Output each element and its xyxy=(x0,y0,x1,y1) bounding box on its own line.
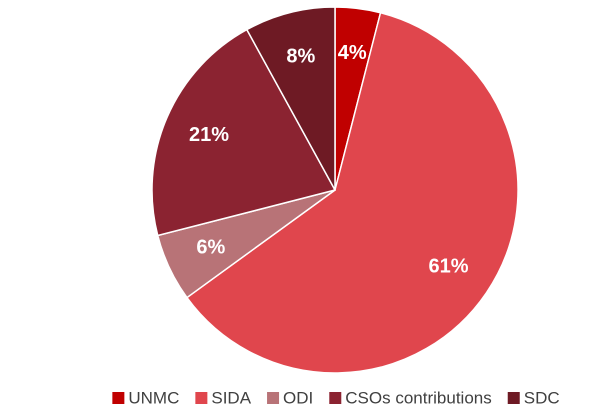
pie-slice xyxy=(185,11,519,374)
legend-swatch xyxy=(112,392,125,404)
legend-label: SIDA xyxy=(211,388,251,407)
legend-swatch xyxy=(267,392,280,404)
legend-label: ODI xyxy=(283,388,313,407)
data-label: 61% xyxy=(429,255,469,277)
data-label: 21% xyxy=(189,124,229,146)
legend-label: UNMC xyxy=(128,388,179,407)
legend-label: CSOs contributions xyxy=(345,388,491,407)
data-label: 8% xyxy=(286,45,315,67)
legend-swatch xyxy=(507,392,520,404)
pie-slice xyxy=(151,28,337,237)
legend-label: SDC xyxy=(524,388,560,407)
legend-swatch xyxy=(329,392,342,404)
legend: UNMC SIDA ODI CSOs contributions SDC xyxy=(112,388,560,407)
data-label: 4% xyxy=(338,42,367,64)
pie-slice xyxy=(245,6,336,191)
legend-swatch xyxy=(195,392,208,404)
data-label: 6% xyxy=(196,237,225,259)
